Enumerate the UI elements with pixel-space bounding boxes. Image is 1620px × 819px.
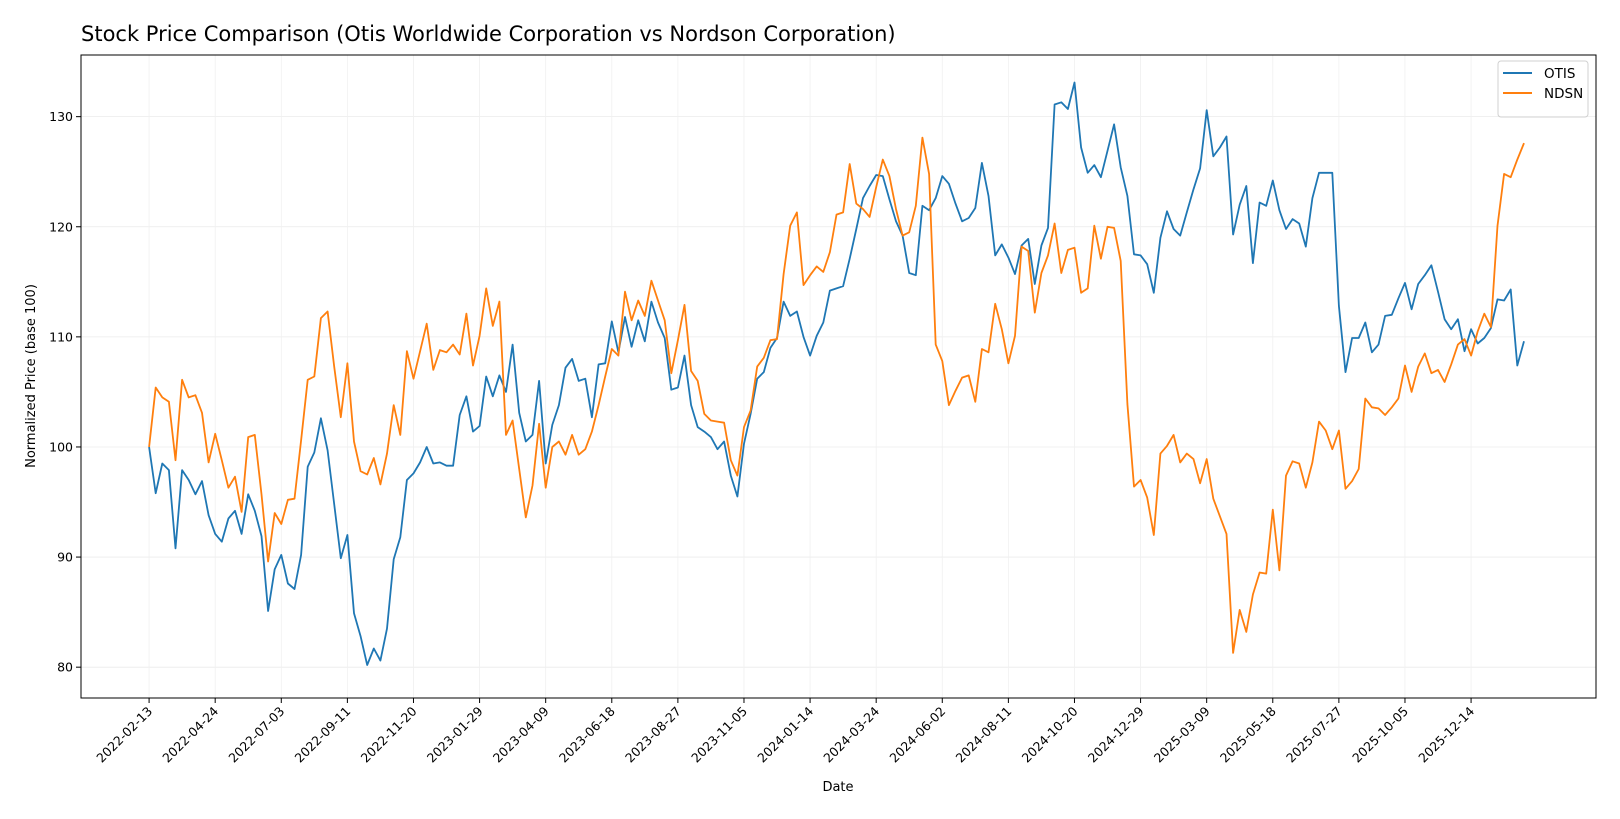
series-otis: [148, 81, 1525, 666]
x-tick-label: 2025-10-05: [1349, 704, 1411, 766]
x-tick-label: 2024-10-20: [1019, 703, 1081, 765]
x-tick-label: 2024-03-24: [820, 703, 882, 765]
x-tick-label: 2024-08-11: [953, 704, 1015, 766]
y-tick-label: 80: [57, 660, 73, 675]
line-otis: [148, 81, 1525, 666]
y-tick-label: 120: [49, 219, 73, 234]
x-tick-label: 2024-01-14: [754, 703, 816, 765]
series-ndsn: [148, 136, 1525, 654]
y-tick-label: 130: [49, 109, 73, 124]
y-axis-label: Normalized Price (base 100): [24, 284, 39, 468]
x-axis-ticks: 2022-02-13 2022-04-24 2022-07-03 2022-09-11…: [93, 698, 1477, 765]
legend-label-otis: OTIS: [1544, 66, 1575, 82]
x-tick-label: 2022-04-24: [159, 703, 221, 765]
x-tick-label: 2024-06-02: [886, 704, 948, 766]
y-tick-label: 100: [49, 439, 73, 454]
x-tick-label: 2023-06-18: [556, 703, 618, 765]
legend: OTIS NDSN: [1497, 60, 1589, 118]
plot-frame: [80, 54, 1597, 699]
chart-title: Stock Price Comparison (Otis Worldwide C…: [81, 22, 896, 46]
x-tick-label: 2023-04-09: [490, 703, 552, 765]
x-tick-label: 2025-12-14: [1415, 703, 1477, 765]
x-tick-label: 2023-11-05: [688, 704, 750, 766]
y-tick-label: 110: [49, 329, 73, 344]
series-lines: [148, 81, 1525, 666]
x-tick-label: 2025-03-09: [1151, 703, 1213, 765]
x-tick-label: 2025-07-27: [1283, 704, 1345, 766]
y-axis-ticks: 80 90 100 110 120 130: [49, 109, 81, 675]
grid: [81, 55, 1596, 698]
x-tick-label: 2023-08-27: [622, 704, 684, 766]
x-tick-label: 2022-07-03: [225, 704, 287, 766]
x-tick-label: 2022-11-20: [358, 703, 420, 765]
line-ndsn: [148, 136, 1525, 654]
x-axis-label: Date: [822, 780, 853, 795]
x-tick-label: 2022-02-13: [93, 704, 155, 766]
legend-box: [1497, 60, 1589, 118]
x-tick-label: 2024-12-29: [1085, 703, 1147, 765]
x-tick-label: 2023-01-29: [424, 703, 486, 765]
legend-label-ndsn: NDSN: [1544, 86, 1583, 102]
x-tick-label: 2025-05-18: [1217, 703, 1279, 765]
x-tick-label: 2022-09-11: [292, 704, 354, 766]
y-tick-label: 90: [57, 550, 73, 565]
